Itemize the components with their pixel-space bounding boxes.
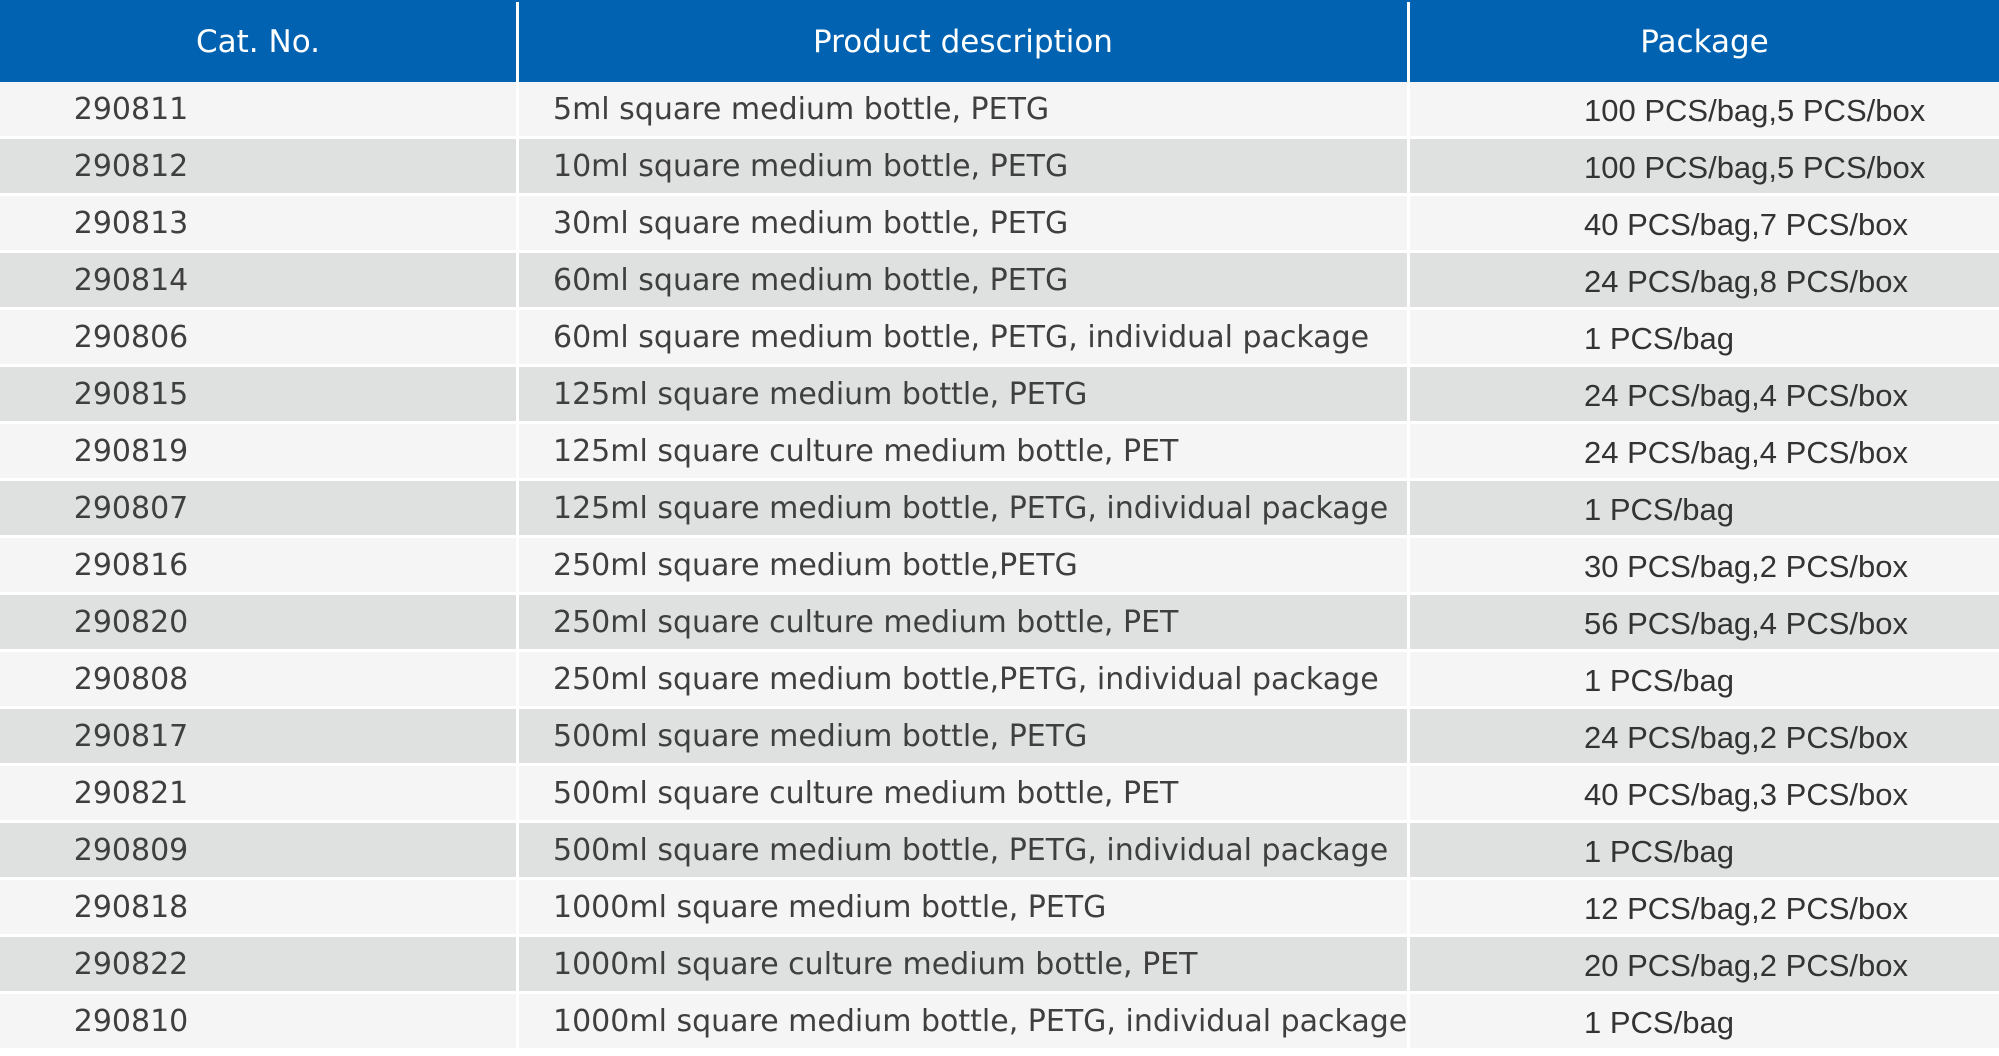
table-row: 290818 1000ml square medium bottle, PETG…	[0, 880, 1999, 937]
cell-description: 60ml square medium bottle, PETG, individ…	[516, 310, 1407, 364]
cell-package: 1 PCS/bag	[1407, 310, 1999, 364]
cell-package: 1 PCS/bag	[1407, 481, 1999, 535]
table-row: 290820 250ml square culture medium bottl…	[0, 595, 1999, 652]
cell-description: 5ml square medium bottle, PETG	[516, 82, 1407, 136]
table-row: 290814 60ml square medium bottle, PETG 2…	[0, 253, 1999, 310]
cell-description: 125ml square medium bottle, PETG	[516, 367, 1407, 421]
cell-cat-no: 290811	[73, 91, 189, 127]
cell-package: 40 PCS/bag,3 PCS/box	[1407, 766, 1999, 820]
cell-package: 20 PCS/bag,2 PCS/box	[1407, 937, 1999, 991]
table-row: 290817 500ml square medium bottle, PETG …	[0, 709, 1999, 766]
table-row: 290808 250ml square medium bottle,PETG, …	[0, 652, 1999, 709]
table-row: 290821 500ml square culture medium bottl…	[0, 766, 1999, 823]
cell-cat-no: 290815	[73, 376, 189, 412]
table-row: 290809 500ml square medium bottle, PETG,…	[0, 823, 1999, 880]
cell-cat-no: 290808	[73, 661, 189, 697]
cell-description: 250ml square culture medium bottle, PET	[516, 595, 1407, 649]
table-header-row: Cat. No. Product description Package	[0, 0, 1999, 82]
cell-description: 1000ml square medium bottle, PETG	[516, 880, 1407, 934]
cell-cat-no: 290807	[73, 490, 189, 526]
cell-cat-no: 290816	[73, 547, 189, 583]
cell-package: 40 PCS/bag,7 PCS/box	[1407, 196, 1999, 250]
cell-description: 500ml square culture medium bottle, PET	[516, 766, 1407, 820]
cell-description: 250ml square medium bottle,PETG, individ…	[516, 652, 1407, 706]
table-row: 290806 60ml square medium bottle, PETG, …	[0, 310, 1999, 367]
header-cat-no: Cat. No.	[196, 24, 320, 60]
cell-cat-no: 290821	[73, 775, 189, 811]
cell-cat-no: 290812	[73, 148, 189, 184]
cell-package: 100 PCS/bag,5 PCS/box	[1407, 139, 1999, 193]
cell-package: 24 PCS/bag,2 PCS/box	[1407, 709, 1999, 763]
cell-package: 1 PCS/bag	[1407, 823, 1999, 877]
table-row: 290812 10ml square medium bottle, PETG 1…	[0, 139, 1999, 196]
cell-package: 24 PCS/bag,8 PCS/box	[1407, 253, 1999, 307]
table-row: 290822 1000ml square culture medium bott…	[0, 937, 1999, 994]
cell-package: 24 PCS/bag,4 PCS/box	[1407, 424, 1999, 478]
cell-cat-no: 290806	[73, 319, 189, 355]
cell-description: 250ml square medium bottle,PETG	[516, 538, 1407, 592]
cell-cat-no: 290820	[73, 604, 189, 640]
cell-package: 24 PCS/bag,4 PCS/box	[1407, 367, 1999, 421]
cell-cat-no: 290814	[73, 262, 189, 298]
table-row: 290807 125ml square medium bottle, PETG,…	[0, 481, 1999, 538]
cell-description: 500ml square medium bottle, PETG, indivi…	[516, 823, 1407, 877]
cell-package: 12 PCS/bag,2 PCS/box	[1407, 880, 1999, 934]
cell-package: 1 PCS/bag	[1407, 652, 1999, 706]
cell-cat-no: 290817	[73, 718, 189, 754]
cell-package: 56 PCS/bag,4 PCS/box	[1407, 595, 1999, 649]
cell-description: 1000ml square medium bottle, PETG, indiv…	[516, 994, 1407, 1048]
cell-description: 10ml square medium bottle, PETG	[516, 139, 1407, 193]
cell-package: 100 PCS/bag,5 PCS/box	[1407, 82, 1999, 136]
cell-cat-no: 290813	[73, 205, 189, 241]
cell-package: 1 PCS/bag	[1407, 994, 1999, 1048]
cell-description: 1000ml square culture medium bottle, PET	[516, 937, 1407, 991]
cell-package: 30 PCS/bag,2 PCS/box	[1407, 538, 1999, 592]
table-row: 290816 250ml square medium bottle,PETG 3…	[0, 538, 1999, 595]
table-body: 290811 5ml square medium bottle, PETG 10…	[0, 82, 1999, 1051]
table-row: 290815 125ml square medium bottle, PETG …	[0, 367, 1999, 424]
cell-description: 500ml square medium bottle, PETG	[516, 709, 1407, 763]
table-row: 290811 5ml square medium bottle, PETG 10…	[0, 82, 1999, 139]
table-row: 290813 30ml square medium bottle, PETG 4…	[0, 196, 1999, 253]
table-row: 290810 1000ml square medium bottle, PETG…	[0, 994, 1999, 1051]
cell-cat-no: 290819	[73, 433, 189, 469]
table-row: 290819 125ml square culture medium bottl…	[0, 424, 1999, 481]
cell-cat-no: 290809	[73, 832, 189, 868]
cell-description: 60ml square medium bottle, PETG	[516, 253, 1407, 307]
cell-cat-no: 290818	[73, 889, 189, 925]
cell-cat-no: 290822	[73, 946, 189, 982]
cell-cat-no: 290810	[73, 1003, 189, 1039]
cell-description: 125ml square culture medium bottle, PET	[516, 424, 1407, 478]
cell-description: 30ml square medium bottle, PETG	[516, 196, 1407, 250]
header-package: Package	[1407, 2, 1999, 82]
header-product-description: Product description	[516, 2, 1407, 82]
cell-description: 125ml square medium bottle, PETG, indivi…	[516, 481, 1407, 535]
